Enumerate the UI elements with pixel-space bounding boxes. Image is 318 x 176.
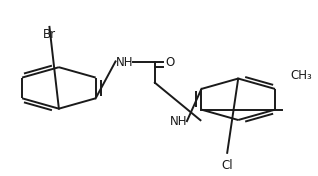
Text: Cl: Cl: [221, 159, 233, 172]
Text: NH: NH: [170, 115, 188, 128]
Text: Br: Br: [43, 28, 56, 41]
Text: CH₃: CH₃: [290, 69, 312, 82]
Text: O: O: [166, 56, 175, 69]
Text: NH: NH: [116, 56, 134, 69]
